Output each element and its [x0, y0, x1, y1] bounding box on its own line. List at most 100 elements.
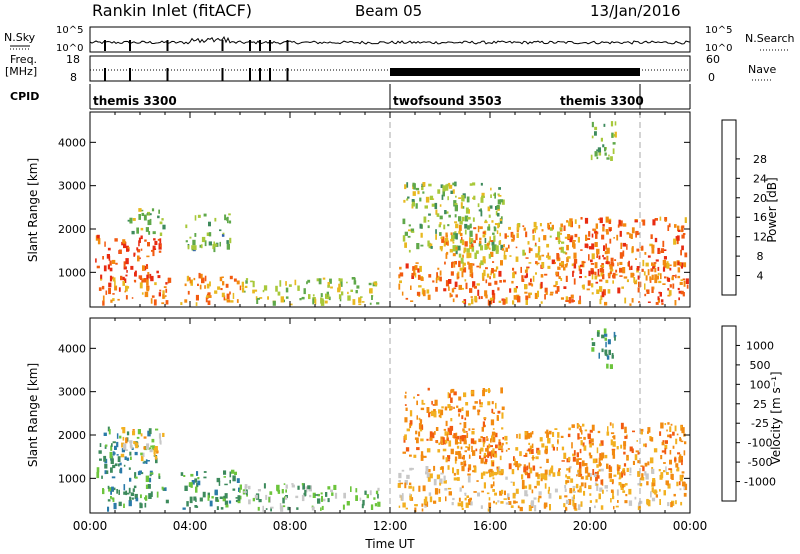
echo-cell	[505, 449, 508, 452]
echo-cell	[150, 298, 153, 304]
echo-cell	[483, 417, 487, 419]
echo-cell	[468, 499, 472, 502]
echo-cell	[95, 258, 97, 263]
echo-cell	[469, 244, 473, 250]
echo-cell	[495, 245, 499, 252]
echo-cell	[653, 448, 658, 453]
echo-cell	[157, 215, 160, 219]
echo-cell	[410, 300, 414, 302]
echo-cell	[441, 194, 444, 200]
echo-cell	[406, 182, 409, 188]
echo-cell	[458, 230, 461, 235]
echo-cell	[162, 294, 165, 299]
echo-cell	[446, 433, 449, 439]
echo-cell	[600, 265, 602, 268]
echo-cell	[413, 183, 416, 190]
echo-cell	[409, 410, 413, 417]
colorbar-tick-label: 24	[753, 172, 767, 185]
echo-cell	[368, 282, 372, 286]
echo-cell	[656, 275, 659, 280]
echo-cell	[442, 448, 447, 452]
echo-cell	[560, 278, 563, 281]
echo-cell	[669, 450, 672, 455]
echo-cell	[638, 500, 643, 504]
x-tick-label: 00:00	[673, 519, 708, 533]
echo-cell	[145, 264, 148, 267]
echo-cell	[503, 498, 507, 500]
echo-cell	[411, 199, 415, 202]
colorbar-tick-label: 12	[753, 231, 767, 244]
echo-cell	[621, 471, 623, 478]
echo-cell	[609, 364, 613, 369]
echo-cell	[445, 420, 448, 427]
echo-cell	[461, 435, 465, 442]
echo-cell	[194, 215, 197, 221]
echo-cell	[117, 456, 121, 462]
echo-cell	[288, 284, 292, 287]
echo-cell	[556, 253, 560, 260]
echo-cell	[572, 499, 575, 506]
echo-cell	[417, 268, 420, 273]
echo-cell	[646, 289, 650, 294]
echo-cell	[527, 241, 530, 245]
echo-cell	[109, 260, 112, 266]
echo-cell	[206, 232, 210, 236]
echo-cell	[108, 282, 112, 288]
echo-cell	[583, 490, 586, 496]
echo-cell	[139, 282, 143, 289]
echo-cell	[477, 225, 480, 233]
echo-cell	[499, 470, 502, 476]
echo-cell	[662, 440, 665, 443]
echo-cell	[475, 448, 478, 452]
echo-cell	[416, 437, 419, 444]
echo-cell	[100, 274, 103, 280]
echo-cell	[469, 183, 473, 186]
echo-cell	[111, 443, 113, 447]
echo-cell	[404, 434, 407, 440]
echo-cell	[239, 484, 242, 490]
echo-cell	[469, 263, 473, 269]
echo-cell	[677, 229, 681, 232]
echo-cell	[565, 499, 570, 505]
echo-cell	[110, 299, 113, 303]
echo-cell	[428, 469, 431, 473]
echo-cell	[484, 458, 488, 463]
echo-cell	[489, 468, 493, 473]
y-tick-label: 4000	[58, 342, 86, 355]
echo-cell	[409, 420, 413, 425]
echo-cell	[314, 494, 319, 496]
echo-cell	[421, 186, 424, 191]
echo-cell	[635, 230, 639, 236]
echo-cell	[490, 484, 493, 489]
echo-cell	[482, 421, 485, 428]
echo-cell	[144, 502, 147, 508]
echo-cell	[225, 504, 229, 508]
echo-cell	[369, 302, 372, 305]
x-tick-label: 16:00	[473, 519, 508, 533]
echo-cell	[427, 477, 431, 482]
echo-cell	[433, 409, 436, 412]
echo-cell	[196, 471, 199, 476]
echo-cell	[496, 230, 499, 234]
echo-cell	[461, 501, 464, 508]
echo-cell	[676, 235, 680, 241]
echo-cell	[468, 464, 472, 471]
echo-cell	[139, 277, 143, 280]
echo-cell	[444, 440, 448, 444]
echo-cell	[604, 333, 608, 337]
echo-cell	[297, 285, 300, 291]
echo-cell	[423, 498, 427, 505]
echo-cell	[591, 338, 594, 341]
freq-tick-bottom: 8	[70, 71, 77, 84]
echo-cell	[465, 282, 468, 290]
echo-cell	[547, 265, 551, 269]
echo-cell	[421, 424, 423, 427]
echo-cell	[681, 228, 684, 232]
echo-cell	[570, 220, 572, 227]
echo-cell	[521, 479, 525, 486]
echo-cell	[252, 289, 255, 294]
echo-cell	[369, 490, 372, 496]
echo-cell	[237, 495, 241, 501]
echo-cell	[629, 467, 632, 473]
echo-cell	[462, 206, 465, 209]
